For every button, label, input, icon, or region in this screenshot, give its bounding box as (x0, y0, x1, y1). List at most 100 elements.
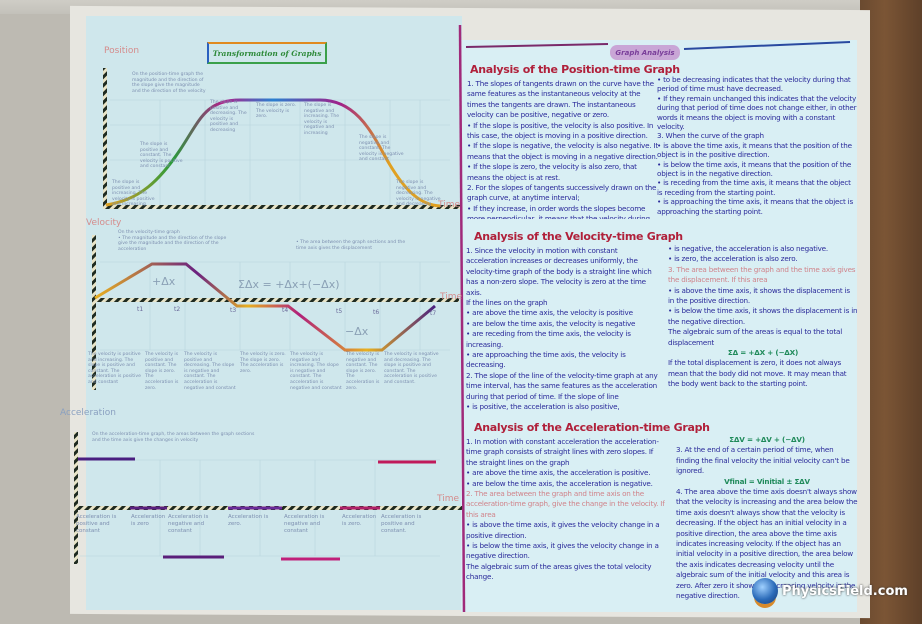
acceleration-note-7: Acceleration is positive and constant. (381, 514, 422, 534)
text-paragraph: 3. At the end of a certain period of tim… (676, 445, 850, 476)
text-paragraph: • If they remain unchanged this indicate… (657, 93, 857, 132)
tick-t7: t7 (430, 310, 437, 317)
grid-lines (80, 99, 450, 557)
velocity-note-1: The velocity is positive and increasing.… (88, 352, 141, 385)
text-paragraph: 3. When the curve of the graph (657, 131, 764, 141)
tick-t3: t3 (230, 307, 237, 314)
left-title-badge: Transformation of Graphs (207, 42, 327, 64)
text-paragraph: • is zero, the acceleration is also zero… (668, 254, 798, 264)
velocity-note-4: The velocity is zero. The slope is zero.… (240, 352, 286, 374)
acceleration-note-4: Acceleration is zero. (228, 514, 269, 527)
velocity-axis-label: Velocity (86, 218, 122, 228)
position-intro-note: On the position-time graph the magnitude… (132, 72, 206, 94)
positive-displacement-label: +Δx (152, 275, 176, 288)
right-poster-sheet (461, 40, 857, 612)
position-curve (105, 98, 441, 208)
velocity-time-label: Time (440, 292, 463, 302)
acceleration-analysis-heading: Analysis of the Acceleration-time Graph (474, 421, 710, 434)
acceleration-note-3: Acceleration is negative and constant (168, 514, 209, 534)
right-title-badge: Graph Analysis (610, 45, 680, 60)
text-paragraph: • are receding from the time axis, the v… (466, 329, 631, 349)
tick-t5: t5 (336, 308, 343, 315)
acceleration-segments (78, 457, 436, 561)
velocity-time-axis (94, 298, 459, 302)
position-analysis-left-column: 1. The slopes of tangents drawn on the c… (467, 79, 659, 219)
velocity-analysis-left-column: 1. Since the velocity in motion with con… (466, 246, 658, 414)
position-note-2: The slope is positive and constant. The … (140, 142, 183, 170)
acceleration-analysis-left-column: 1. In motion with constant acceleration … (466, 437, 666, 609)
position-note-5: The slope is negative and increasing. Th… (304, 103, 340, 136)
acceleration-note-2: Acceleration is zero (131, 514, 166, 527)
acceleration-intro-note: On the acceleration-time graph, the area… (92, 432, 255, 443)
position-time-axis (103, 205, 460, 209)
text-paragraph: • is below the time axis, it means that … (657, 159, 852, 179)
text-paragraph: The algebraic sum of the areas is equal … (668, 327, 842, 347)
text-paragraph: 2. The slope of the line of the velocity… (466, 370, 658, 401)
watermark-text: PhysicsField.com (782, 583, 908, 599)
velocity-area-note: • The area between the graph sections an… (296, 240, 406, 251)
text-paragraph: • If the slope is negative, the velocity… (467, 141, 659, 161)
position-note-7: The slope is negative and decreasing. Th… (396, 180, 441, 208)
velocity-note-6: The velocity is negative and constant. T… (346, 352, 380, 391)
acceleration-note-1: Acceleration is positive and constant (76, 514, 117, 534)
acceleration-axis-label: Acceleration (60, 408, 116, 418)
top-decor-line-right (683, 41, 851, 50)
velocity-axes (92, 235, 459, 390)
position-note-1: The slope is positive and increasing. Th… (112, 180, 155, 208)
position-note-6: The slope is negative and constant. The … (359, 135, 404, 163)
tick-t1: t1 (137, 306, 144, 313)
velocity-note-2: The velocity is positive and constant. T… (145, 352, 179, 391)
text-paragraph: • are above the time axis, the velocity … (466, 308, 633, 318)
text-paragraph: If the total displacement is zero, it do… (668, 358, 847, 389)
watermark: PhysicsField.com (752, 578, 908, 604)
velocity-change-formula: ΣΔV = +ΔV + (−ΔV) (729, 435, 805, 444)
position-y-axis (103, 68, 107, 208)
velocity-graph-line (94, 262, 436, 352)
negative-displacement-label: −Δx (345, 325, 369, 338)
text-paragraph: • are approaching the time axis, the vel… (466, 350, 626, 370)
text-paragraph: • is above the time axis, it shows the d… (668, 285, 850, 306)
position-note-4: The slope is zero. The velocity is zero. (256, 103, 297, 120)
velocity-intro-note: On the velocity-time graph • The magnitu… (118, 230, 227, 252)
position-axes (103, 68, 460, 209)
acceleration-note-6: Acceleration is zero. (342, 514, 377, 527)
text-paragraph: • are above the time axis, the accelerat… (466, 468, 651, 478)
velocity-analysis-heading: Analysis of the Velocity-time Graph (474, 230, 683, 243)
globe-logo-icon (752, 578, 778, 604)
text-paragraph: • If they increase, in order words the s… (467, 203, 650, 219)
tick-t2: t2 (174, 306, 181, 313)
tick-t4: t4 (282, 307, 289, 314)
position-analysis-heading: Analysis of the Position-time Graph (470, 63, 680, 76)
displacement-formula: ΣΔ = +ΔX + (−ΔX) (727, 348, 799, 358)
text-paragraph: The algebraic sum of the areas gives the… (466, 561, 652, 582)
acceleration-note-5: Acceleration is negative and constant (284, 514, 325, 534)
text-paragraph: If the lines on the graph (466, 298, 548, 308)
velocity-note-3: The velocity is positive and decreasing.… (184, 352, 236, 391)
displacement-sum-label: ΣΔx = +Δx+(−Δx) (238, 278, 340, 291)
text-paragraph: • is receding from the time axis, it mea… (657, 178, 851, 197)
text-paragraph: • is below the time axis, it shows the d… (668, 306, 858, 326)
velocity-note-7: The velocity is negative and decreasing.… (384, 352, 439, 385)
left-poster-sheet (86, 16, 462, 610)
text-paragraph: 1. Since the velocity in motion with con… (466, 246, 652, 297)
text-paragraph: • is approaching the time axis, it means… (657, 197, 854, 216)
text-paragraph: 2. For the slopes of tangents successive… (467, 183, 657, 203)
position-axis-label: Position (104, 46, 140, 56)
position-time-label: Time (438, 200, 461, 210)
text-paragraph: • are below the time axis, the velocity … (466, 318, 636, 328)
position-analysis-right-column: • to be decreasing indicates that the ve… (657, 75, 857, 216)
text-paragraph: 1. In motion with constant acceleration … (466, 437, 659, 467)
text-paragraph: • is negative, the acceleration is also … (668, 244, 828, 253)
top-decor-line-left (465, 43, 609, 48)
tick-t6: t6 (373, 309, 380, 316)
text-paragraph: 3. The area between the graph and the ti… (668, 264, 856, 285)
text-paragraph: • is positive, the acceleration is also … (466, 402, 620, 412)
position-note-3: The slope is positive and decreasing. Th… (210, 100, 247, 133)
text-paragraph: • If the slope is positive, the velocity… (467, 120, 654, 141)
text-paragraph: • are below the time axis, the accelerat… (466, 478, 653, 488)
text-paragraph: 2. The area between the graph and time a… (466, 489, 665, 519)
acceleration-axes (74, 432, 464, 564)
sheet-divider-line (458, 24, 466, 613)
velocity-analysis-right-column: • is negative, the acceleration is also … (668, 244, 858, 414)
